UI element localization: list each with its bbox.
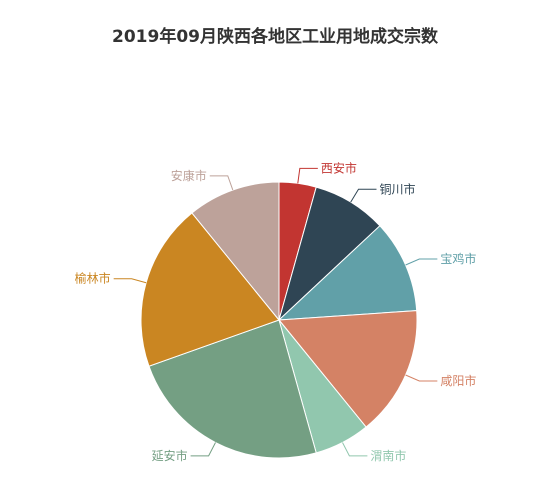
slice-label-xian: 西安市 — [321, 160, 357, 175]
pie-slice-xianyang[interactable] — [278, 310, 418, 428]
slice-label-yulin: 榆林市 — [75, 271, 111, 286]
slice-label-tongchuan: 铜川市 — [379, 181, 415, 196]
slice-label-xianyang: 咸阳市 — [440, 373, 476, 388]
pie-slice-baoji[interactable] — [277, 225, 418, 321]
label-line-weinan — [342, 442, 368, 457]
chart-title: 2019年09月陕西各地区工业用地成交宗数 — [112, 27, 438, 47]
pie-slice-ankang[interactable] — [191, 181, 280, 322]
label-line-yulin — [113, 278, 147, 284]
label-line-tongchuan — [350, 188, 377, 203]
label-line-xianyang — [405, 374, 438, 382]
slice-label-baoji: 宝鸡市 — [440, 251, 476, 266]
slice-label-weinan: 渭南市 — [370, 448, 406, 463]
pie-slice-yulin[interactable] — [140, 212, 280, 367]
slice-label-yanan: 延安市 — [152, 448, 188, 463]
label-line-ankang — [209, 175, 234, 191]
label-line-baoji — [405, 258, 438, 266]
label-line-yanan — [190, 442, 216, 457]
label-line-xian — [297, 167, 318, 184]
slice-label-ankang: 安康市 — [171, 168, 207, 183]
